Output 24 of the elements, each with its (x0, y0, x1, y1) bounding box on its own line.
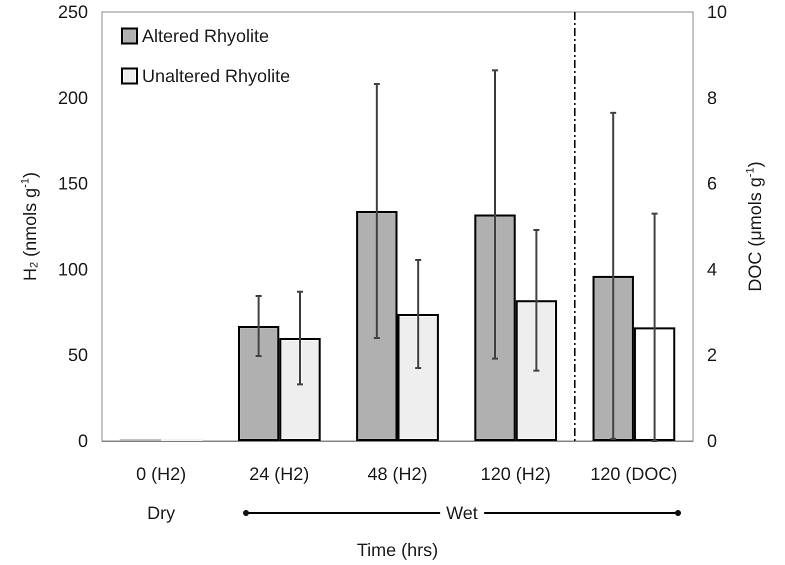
x-tick-label: 24 (H2) (249, 464, 310, 484)
y2-tick-label: 2 (707, 345, 718, 366)
y-tick-label: 100 (58, 259, 88, 280)
legend-label: Altered Rhyolite (142, 26, 270, 46)
y2-tick-label: 10 (707, 2, 728, 22)
y-axis-title: H2 (nmols g-1) (20, 172, 40, 281)
y-tick-label: 200 (58, 88, 88, 108)
x-tick-label: 48 (H2) (367, 464, 428, 484)
text: Wet (440, 503, 484, 524)
y-tick-label: 0 (78, 431, 88, 451)
y-tick-label: 50 (68, 345, 88, 366)
y2-tick-label: 6 (707, 174, 718, 194)
x-tick-label: 0 (H2) (136, 464, 186, 484)
y2-axis-title: DOC (μmols g-1) (744, 161, 765, 292)
text: Dry (141, 503, 182, 524)
y2-tick-label: 0 (707, 431, 718, 451)
x-tick-label: 120 (DOC) (590, 464, 678, 484)
y2-tick-label: 4 (707, 259, 718, 280)
y-tick-label: 150 (58, 174, 88, 194)
x-axis-title: Time (hrs) (356, 540, 438, 560)
legend-label: Unaltered Rhyolite (142, 66, 290, 86)
x-tick-label: 120 (H2) (480, 464, 551, 484)
y2-tick-label: 8 (707, 88, 718, 108)
y-tick-label: 250 (58, 2, 88, 22)
